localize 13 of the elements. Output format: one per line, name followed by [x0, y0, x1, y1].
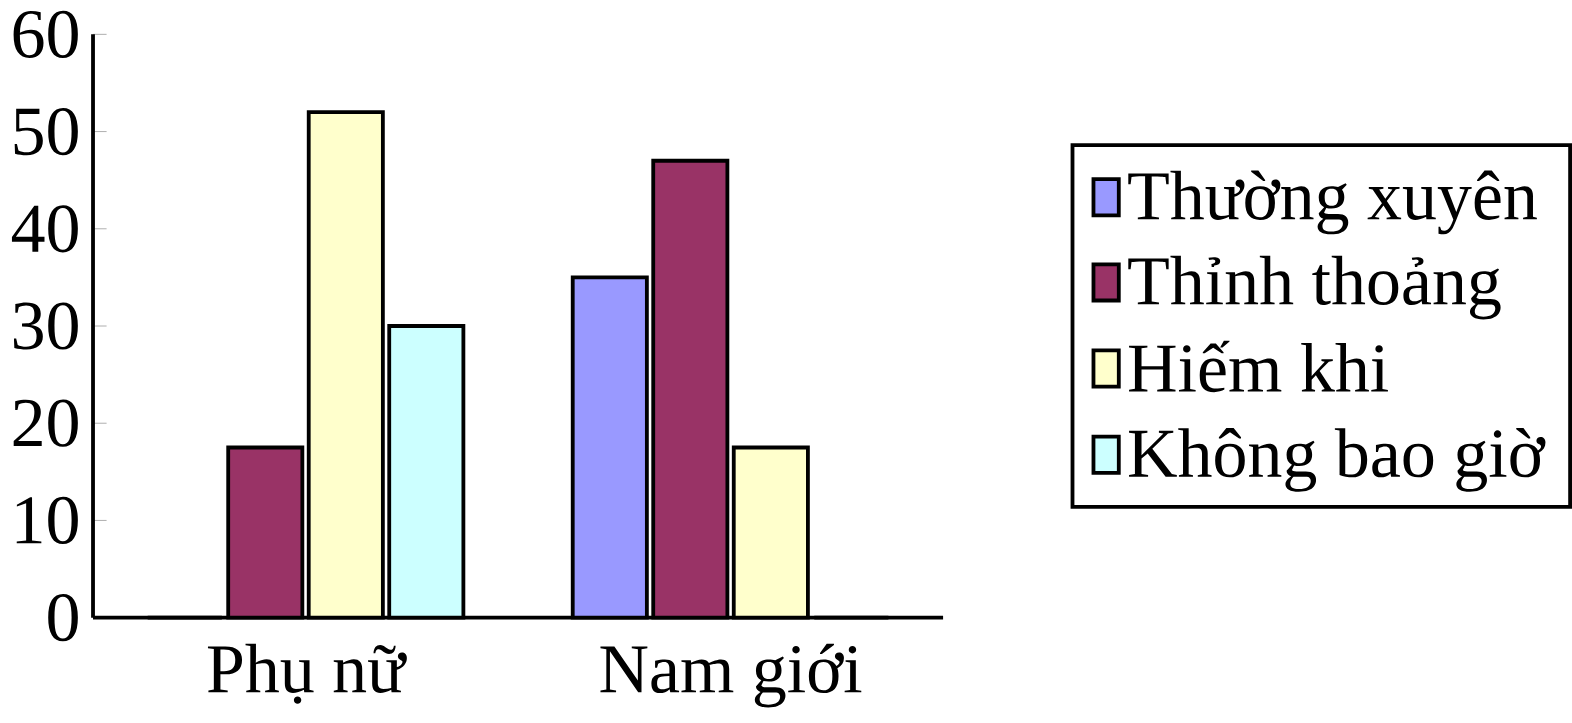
y-tick-label: 10 [16, 496, 78, 544]
y-tick-label: 60 [13, 10, 78, 58]
y-tick-label: 0 [48, 593, 78, 642]
legend-label: Hiếm khi [1129, 340, 1388, 392]
legend-label: Thỉnh thoảng [1128, 255, 1501, 320]
legend-label: Thường xuyên [1128, 170, 1537, 235]
y-tick-label: 50 [14, 107, 78, 155]
y-tick-label: 30 [13, 302, 78, 350]
x-tick-label: Nam giới [600, 643, 862, 708]
y-tick-label: 40 [11, 204, 78, 253]
x-tick-label: Phụ nữ [207, 643, 407, 704]
legend-label: Không bao giờ [1129, 427, 1546, 492]
y-tick-label: 20 [13, 399, 78, 447]
